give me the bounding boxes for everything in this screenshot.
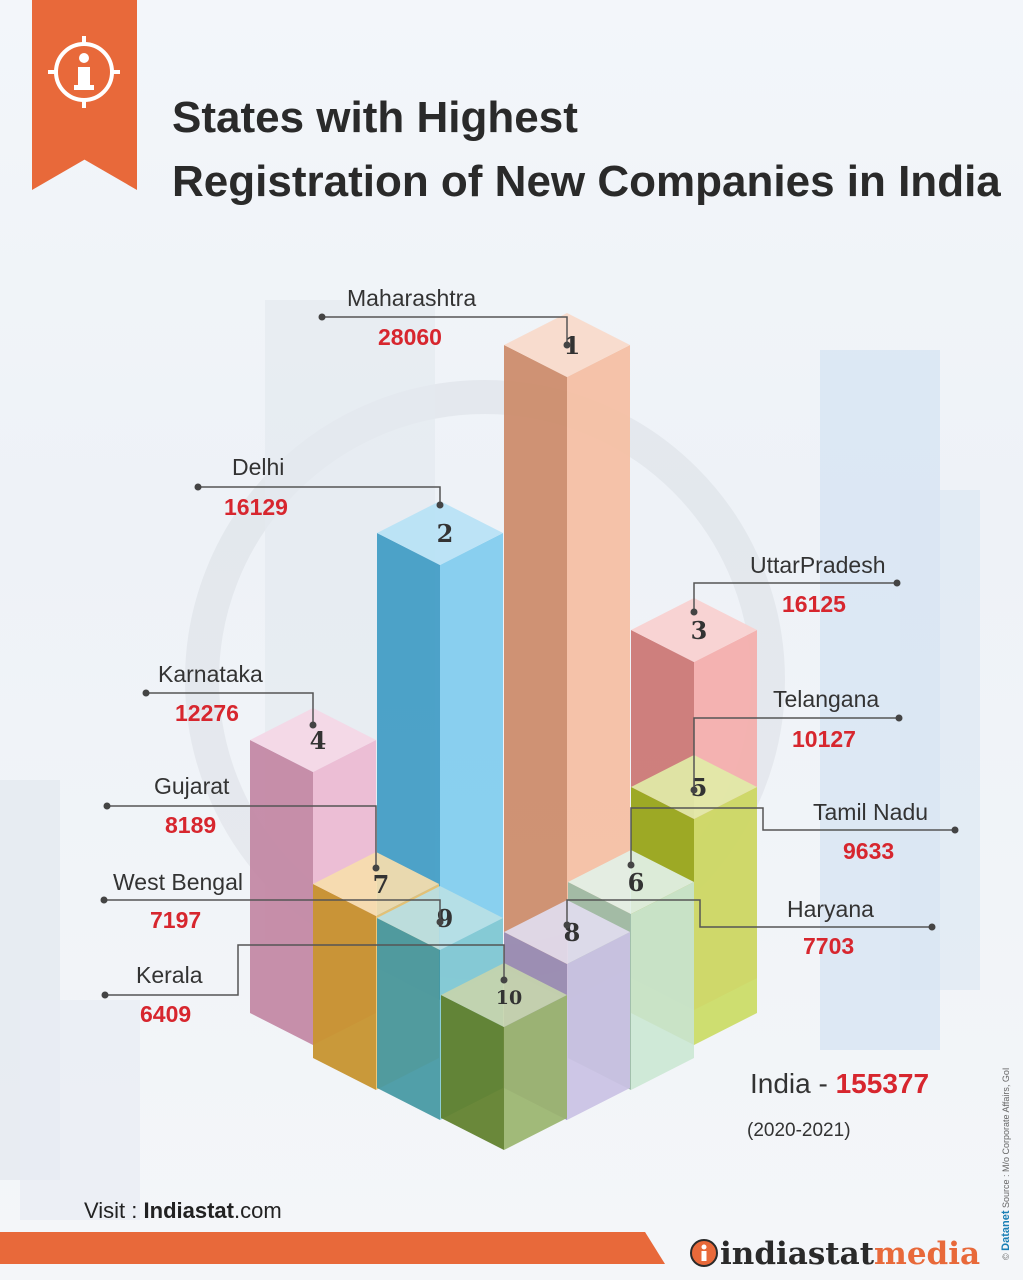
- leader-dot-3-0: [893, 579, 901, 587]
- period: (2020-2021): [747, 1120, 851, 1141]
- bar-top-face-4: [250, 708, 376, 772]
- bar-right-face-6: [631, 882, 694, 1090]
- india-total: India - 155377: [750, 1068, 929, 1100]
- source-brand: Datanet: [1000, 1210, 1012, 1251]
- bar-right-face-8: [567, 932, 630, 1120]
- rank-label-6: 6: [628, 868, 645, 897]
- footer-bar: [0, 1232, 665, 1264]
- leader-dot-6-1: [627, 861, 635, 869]
- leader-dot-7-1: [372, 864, 380, 872]
- leader-dot-8-0: [928, 923, 936, 931]
- bar-left-face-7: [313, 884, 376, 1090]
- bar-left-face-1: [504, 345, 567, 1000]
- total-label: India -: [750, 1068, 836, 1099]
- value-uttarpradesh: 16125: [782, 591, 846, 617]
- value-kerala: 6409: [140, 1001, 192, 1027]
- rank-label-3: 3: [691, 616, 708, 645]
- page-title: States with Highest Registration of New …: [172, 86, 1001, 214]
- leader-dot-4-0: [142, 689, 150, 697]
- rank-label-9: 9: [437, 904, 454, 933]
- leader-dot-10-1: [500, 976, 508, 984]
- rank-label-2: 2: [437, 519, 454, 548]
- source-text: Source : M/o Corporate Affairs, GoI: [1001, 1067, 1011, 1208]
- visit-link[interactable]: Visit : Indiastat.com: [84, 1198, 282, 1224]
- leader-line-4: [146, 692, 314, 725]
- rank-label-10: 10: [496, 987, 522, 1009]
- bar-right-face-2: [440, 533, 503, 1000]
- value-karnataka: 12276: [175, 700, 239, 726]
- label-uttarpradesh: UttarPradesh: [750, 552, 886, 578]
- rank-label-5: 5: [691, 773, 708, 802]
- leader-dot-7-0: [103, 802, 111, 810]
- bar-top-face-10: [441, 963, 567, 1027]
- logo-accent-text: media: [874, 1236, 981, 1272]
- leader-dot-5-0: [895, 714, 903, 722]
- leader-line-9: [104, 899, 441, 922]
- leader-line-3: [693, 582, 897, 612]
- visit-brand: Indiastat: [143, 1198, 234, 1223]
- info-ribbon: [32, 0, 137, 190]
- label-haryana: Haryana: [787, 896, 874, 922]
- value-telangana: 10127: [792, 726, 856, 752]
- leader-dot-2-0: [194, 483, 202, 491]
- leader-dot-10-0: [101, 991, 109, 999]
- bar-left-face-4: [250, 740, 313, 1045]
- value-maharashtra: 28060: [378, 324, 442, 350]
- leader-dot-5-1: [690, 786, 698, 794]
- bar-right-face-10: [504, 995, 567, 1150]
- info-icon: [48, 36, 120, 108]
- rank-label-7: 7: [373, 870, 390, 899]
- label-telangana: Telangana: [773, 686, 880, 712]
- bar-top-face-6: [568, 850, 694, 914]
- leader-line-6: [630, 807, 955, 865]
- leader-line-10: [105, 944, 505, 996]
- leader-line-7: [107, 805, 377, 868]
- label-gujarat: Gujarat: [154, 773, 230, 799]
- visit-suffix: .com: [233, 1198, 282, 1223]
- leader-dot-9-1: [436, 918, 444, 926]
- label-karnataka: Karnataka: [158, 661, 263, 687]
- value-haryana: 7703: [803, 933, 855, 959]
- bar-top-face-8: [504, 900, 630, 964]
- leader-dot-2-1: [436, 501, 444, 509]
- leader-dot-4-1: [309, 721, 317, 729]
- label-maharashtra: Maharashtra: [347, 285, 477, 311]
- label-kerala: Kerala: [136, 962, 203, 988]
- leader-line-5: [693, 717, 899, 790]
- title-line-1: States with Highest: [172, 93, 578, 142]
- bar-right-face-1: [567, 345, 630, 1000]
- bar-right-face-5: [694, 787, 757, 1045]
- bar-left-face-9: [377, 918, 440, 1120]
- bar-left-face-10: [441, 995, 504, 1150]
- rank-label-4: 4: [310, 726, 327, 755]
- leader-line-1: [322, 316, 568, 345]
- logo-text: indiastat: [720, 1236, 875, 1272]
- total-value: 155377: [835, 1068, 930, 1099]
- leader-dot-1-0: [318, 313, 326, 321]
- title-line-2: Registration of New Companies in India: [172, 157, 1001, 206]
- leader-dot-6-0: [951, 826, 959, 834]
- label-delhi: Delhi: [232, 454, 285, 480]
- leader-dot-9-0: [100, 896, 108, 904]
- indiastatmedia-logo: indiastatmedia: [688, 1236, 980, 1272]
- visit-prefix: Visit :: [84, 1198, 144, 1223]
- leader-dot-1-1: [563, 341, 571, 349]
- value-delhi: 16129: [224, 494, 288, 520]
- rank-label-1: 1: [564, 331, 581, 360]
- label-tamil-nadu: Tamil Nadu: [813, 799, 929, 825]
- leader-line-8: [566, 899, 932, 928]
- leader-dot-8-1: [563, 921, 571, 929]
- leader-dot-3-1: [690, 608, 698, 616]
- value-west-bengal: 7197: [150, 907, 202, 933]
- bar-top-face-2: [377, 501, 503, 565]
- logo-info-icon: [690, 1239, 718, 1267]
- label-west-bengal: West Bengal: [113, 869, 243, 895]
- source-note: © Datanet Source : M/o Corporate Affairs…: [1000, 1067, 1012, 1260]
- value-tamil-nadu: 9633: [843, 838, 895, 864]
- leader-line-2: [198, 486, 441, 505]
- value-gujarat: 8189: [165, 812, 217, 838]
- bar-top-face-3: [631, 598, 757, 662]
